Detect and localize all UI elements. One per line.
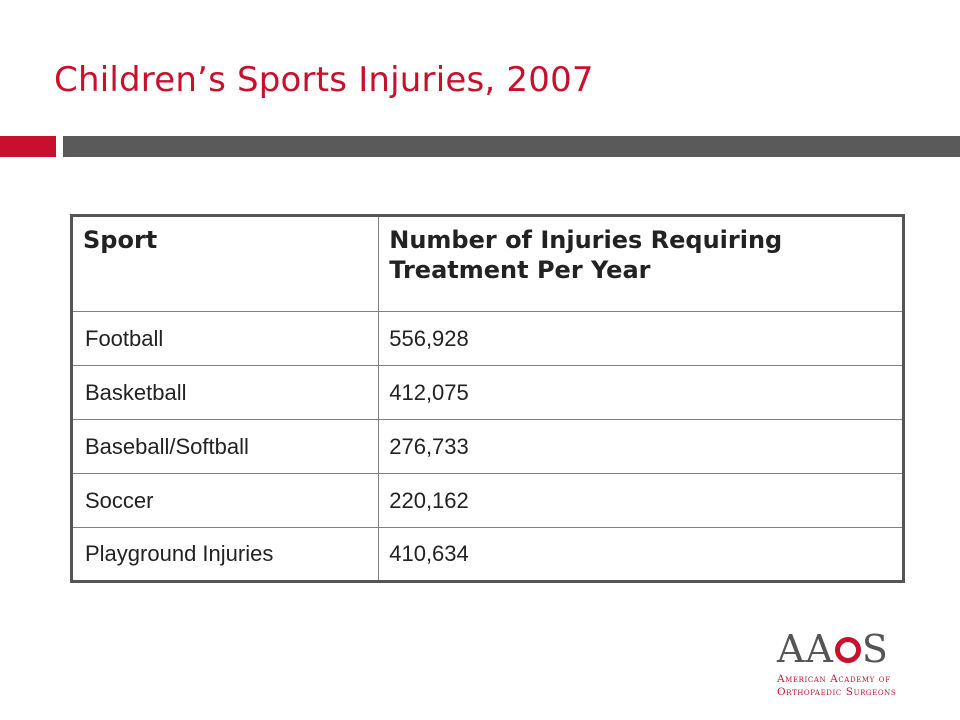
slide-title: Children’s Sports Injuries, 2007 bbox=[54, 60, 594, 100]
table-header-row: Sport Number of Injuries Requiring Treat… bbox=[70, 215, 904, 312]
column-header-injuries: Number of Injuries Requiring Treatment P… bbox=[378, 215, 904, 312]
table-row: Baseball/Softball 276,733 bbox=[70, 419, 904, 474]
table-row: Basketball 412,075 bbox=[70, 365, 904, 420]
injuries-cell: 220,162 bbox=[378, 473, 904, 528]
title-rule-bar bbox=[63, 136, 960, 157]
logo-mark: AA S bbox=[777, 630, 922, 668]
logo-mark-right: S bbox=[861, 627, 889, 671]
sport-cell: Football bbox=[70, 311, 380, 366]
sport-cell: Basketball bbox=[70, 365, 380, 420]
sport-cell: Baseball/Softball bbox=[70, 419, 380, 474]
logo-text-line-1: American Academy of bbox=[777, 673, 891, 685]
logo-o-ring-icon bbox=[834, 637, 861, 663]
injuries-cell: 410,634 bbox=[378, 527, 904, 582]
logo-mark-left: AA bbox=[777, 627, 834, 671]
injuries-table: Sport Number of Injuries Requiring Treat… bbox=[70, 214, 905, 583]
sport-cell: Soccer bbox=[70, 473, 380, 528]
aaos-logo: AA S American Academy of Orthopaedic Surg… bbox=[777, 630, 922, 698]
logo-text-line-2: Orthopaedic Surgeons bbox=[777, 686, 897, 698]
injuries-cell: 412,075 bbox=[378, 365, 904, 420]
injuries-cell: 556,928 bbox=[378, 311, 904, 366]
column-header-sport: Sport bbox=[70, 215, 380, 312]
injuries-cell: 276,733 bbox=[378, 419, 904, 474]
table-row: Playground Injuries 410,634 bbox=[70, 527, 904, 582]
sport-cell: Playground Injuries bbox=[70, 527, 380, 582]
table-row: Football 556,928 bbox=[70, 311, 904, 366]
table-row: Soccer 220,162 bbox=[70, 473, 904, 528]
title-rule-accent bbox=[0, 136, 56, 157]
